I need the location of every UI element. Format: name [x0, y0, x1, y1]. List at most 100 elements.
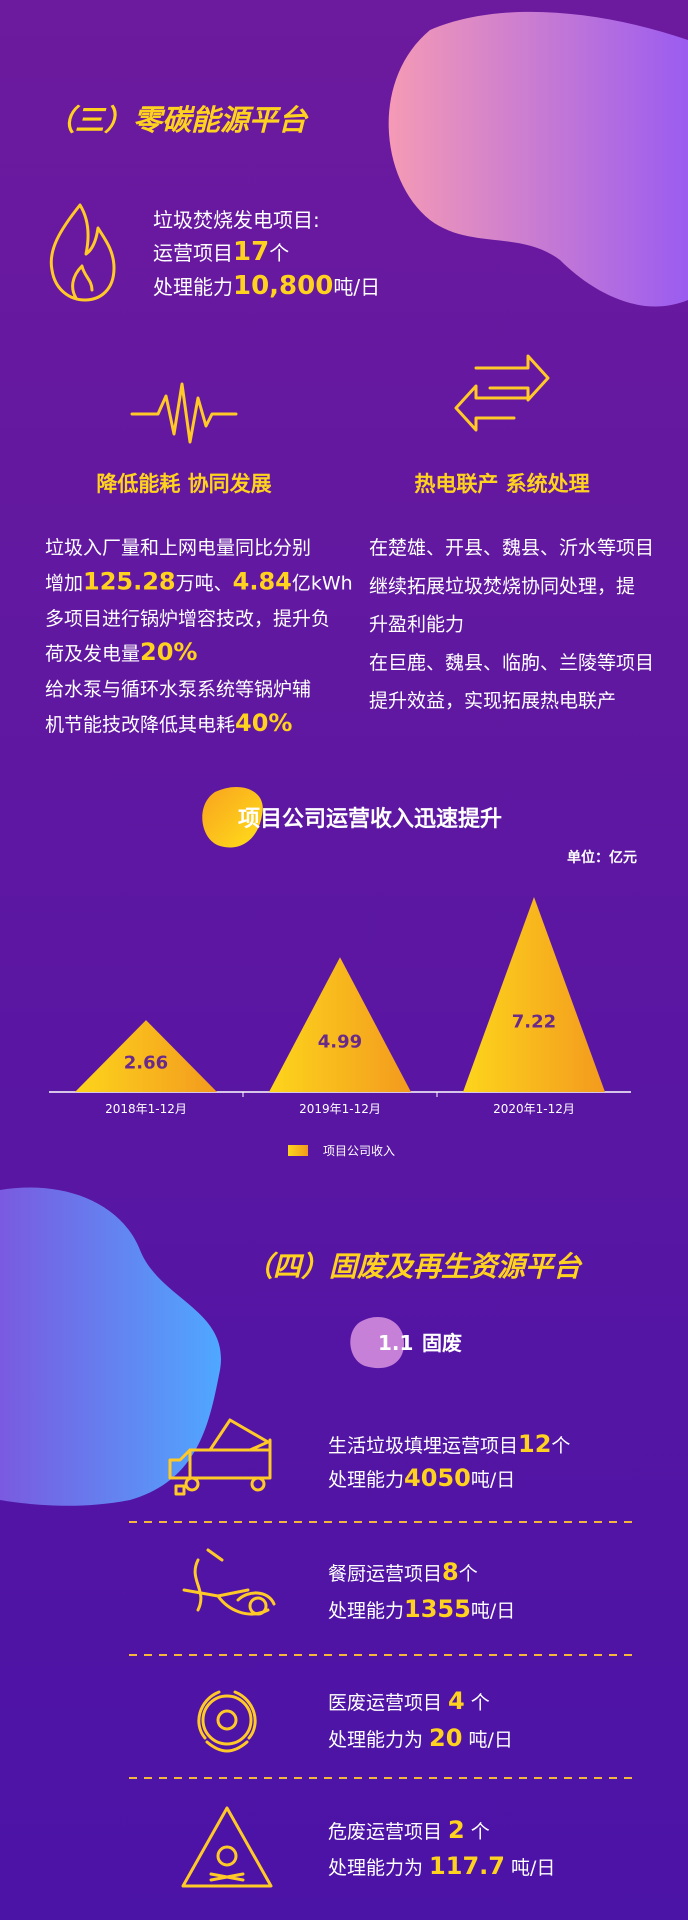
text-span: 吨/日	[462, 1729, 512, 1751]
highlight-number: 17	[233, 237, 269, 267]
text-span: 在巨鹿、魏县、临朐、兰陵等项目	[369, 652, 654, 674]
highlight-number: 125.28	[83, 567, 176, 595]
text-span: 在楚雄、开县、魏县、沂水等项目	[369, 537, 654, 559]
text-span: 吨/日	[471, 1600, 515, 1622]
legend-swatch	[288, 1145, 308, 1156]
text-span: 吨/日	[471, 1469, 515, 1491]
text-line: 危废运营项目 2 个	[328, 1816, 490, 1844]
text-span: 个	[459, 1563, 478, 1585]
decor-blob	[388, 11, 688, 307]
text-span: 多项目进行锅炉增容技改，提升负	[45, 608, 330, 630]
text-span: 处理能力为	[328, 1857, 429, 1879]
chart-unit: 单位：亿元	[567, 849, 637, 866]
section-title: （三）零碳能源平台	[46, 103, 309, 137]
text-line: 运营项目17个	[153, 237, 289, 267]
triangle-bar	[463, 897, 605, 1092]
text-line: 在巨鹿、魏县、临朐、兰陵等项目	[369, 652, 654, 674]
text-span: 提升效益，实现拓展热电联产	[369, 690, 616, 712]
value-label: 2.66	[124, 1052, 168, 1073]
text-span: 吨/日	[505, 1857, 555, 1879]
text-line: 餐厨运营项目8个	[328, 1558, 478, 1586]
text-line: 处理能力4050吨/日	[328, 1464, 515, 1492]
text-line: 处理能力为 117.7 吨/日	[328, 1852, 555, 1880]
text-line: 处理能力1355吨/日	[328, 1595, 515, 1623]
text-span: 危废运营项目	[328, 1821, 448, 1843]
text-span: 继续拓展垃圾焚烧协同处理，提	[369, 575, 635, 597]
text-line: 增加125.28万吨、4.84亿kWh	[45, 567, 353, 595]
waste-items: 生活垃圾填埋运营项目12个处理能力4050吨/日餐厨运营项目8个处理能力1355…	[129, 1430, 639, 1880]
text-line: 荷及发电量20%	[45, 638, 197, 666]
text-span: 餐厨运营项目	[328, 1563, 442, 1585]
chart: 2.66 2018年1-12月 4.99 2019年1-12月 7.22 2020年1-1…	[49, 897, 631, 1158]
highlight-number: 4.84	[233, 567, 292, 595]
decor-blob	[0, 1187, 221, 1506]
highlight-number: 2	[448, 1816, 465, 1844]
text-line: 机节能技改降低其电耗40%	[45, 709, 292, 737]
text-line: 在楚雄、开县、魏县、沂水等项目	[369, 537, 654, 559]
value-label: 4.99	[318, 1032, 362, 1053]
text-span: 增加	[45, 572, 83, 594]
text-span: 运营项目	[153, 241, 233, 265]
text-span: 处理能力为	[328, 1729, 429, 1751]
right-text: 在楚雄、开县、魏县、沂水等项目继续拓展垃圾焚烧协同处理，提升盈利能力在巨鹿、魏县…	[369, 537, 654, 712]
highlight-number: 40%	[235, 709, 292, 737]
hazard-icon	[181, 1806, 273, 1888]
text-span: 个	[465, 1821, 490, 1843]
triangle-bar	[75, 1020, 217, 1092]
text-span: 给水泵与循环水泵系统等锅炉辅	[45, 679, 311, 701]
truck-icon	[168, 1418, 272, 1496]
text-span: 处理能力	[328, 1469, 404, 1491]
sub-title: 固废	[422, 1331, 462, 1355]
x-tick-label: 2019年1-12月	[299, 1102, 381, 1116]
text-span: 垃圾焚烧发电项目:	[153, 208, 320, 232]
text-span: 机节能技改降低其电耗	[45, 714, 235, 736]
text-line: 多项目进行锅炉增容技改，提升负	[45, 608, 330, 630]
highlight-number: 12	[518, 1430, 551, 1458]
text-span: 个	[551, 1435, 570, 1457]
text-line: 垃圾焚烧发电项目:	[153, 208, 320, 232]
text-span: 个	[269, 241, 289, 265]
legend-label: 项目公司收入	[323, 1144, 395, 1158]
text-line: 继续拓展垃圾焚烧协同处理，提	[369, 575, 635, 597]
text-line: 处理能力为 20 吨/日	[328, 1724, 513, 1752]
pulse-icon	[130, 382, 238, 444]
exchange-icon	[454, 354, 550, 432]
food-waste-icon	[182, 1548, 276, 1616]
column-heading: 热电联产 系统处理	[414, 472, 589, 496]
text-line: 给水泵与循环水泵系统等锅炉辅	[45, 679, 311, 701]
sub-number: 1.1	[378, 1331, 413, 1355]
highlight-number: 4	[448, 1687, 465, 1715]
highlight-number: 117.7	[429, 1852, 505, 1880]
highlight-number: 20	[429, 1724, 462, 1752]
triangle-bar	[269, 957, 411, 1092]
decor-blob	[350, 1316, 405, 1369]
highlight-number: 20%	[140, 638, 197, 666]
text-span: 医废运营项目	[328, 1692, 448, 1714]
highlight-number: 1355	[404, 1595, 471, 1623]
chart-title: 项目公司运营收入迅速提升	[238, 806, 502, 832]
text-line: 医废运营项目 4 个	[328, 1687, 490, 1715]
x-tick-label: 2020年1-12月	[493, 1102, 575, 1116]
value-label: 7.22	[512, 1012, 556, 1033]
text-span: 吨/日	[333, 275, 380, 299]
text-span: 垃圾入厂量和上网电量同比分别	[45, 537, 311, 559]
text-line: 提升效益，实现拓展热电联产	[369, 690, 616, 712]
highlight-number: 4050	[404, 1464, 471, 1492]
text-line: 生活垃圾填埋运营项目12个	[328, 1430, 570, 1458]
text-span: 个	[465, 1692, 490, 1714]
x-tick-label: 2018年1-12月	[105, 1102, 187, 1116]
text-span: 处理能力	[153, 275, 233, 299]
text-span: 处理能力	[328, 1600, 404, 1622]
text-span: 亿kWh	[292, 572, 353, 594]
column-heading: 降低能耗 协同发展	[96, 472, 271, 496]
text-span: 荷及发电量	[45, 643, 140, 665]
decor-blob	[202, 786, 263, 848]
fire-icon	[49, 203, 116, 302]
text-line: 处理能力10,800吨/日	[153, 271, 380, 301]
text-line: 垃圾入厂量和上网电量同比分别	[45, 537, 311, 559]
text-line: 升盈利能力	[369, 614, 464, 636]
